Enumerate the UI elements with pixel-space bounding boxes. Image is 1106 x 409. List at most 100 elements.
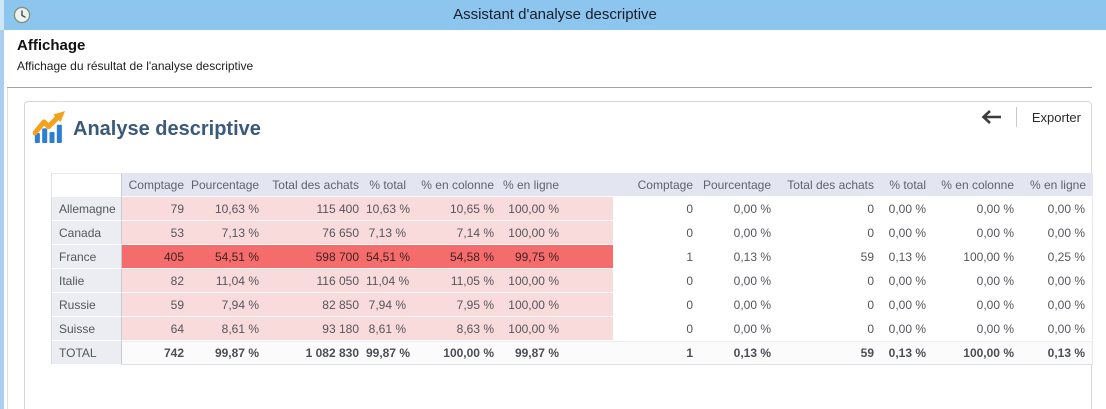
table-cell: 100,00 % xyxy=(933,341,1021,365)
table-row: Suisse 64 8,61 % 93 180 8,61 % 8,63 % 100,00 %… xyxy=(51,317,1093,341)
table-cell: 100,00 % xyxy=(501,269,566,293)
bar-chart-trend-icon xyxy=(32,110,66,149)
row-label: Italie xyxy=(51,269,122,293)
spacer-cell xyxy=(566,341,613,365)
table-cell: 0,00 % xyxy=(700,293,778,317)
table-cell: 0,00 % xyxy=(700,269,778,293)
table-cell: 0,00 % xyxy=(1021,221,1093,245)
table-cell: 0 xyxy=(778,269,881,293)
table-cell: 100,00 % xyxy=(501,317,566,341)
table-cell: 598 700 xyxy=(266,245,366,269)
page-title: Affichage xyxy=(17,37,86,54)
table-cell: 100,00 % xyxy=(501,293,566,317)
window-left-border xyxy=(0,30,4,409)
table-cell: 0 xyxy=(778,293,881,317)
table-cell: 742 xyxy=(122,341,191,365)
toolbar-divider xyxy=(1015,107,1017,127)
table-cell: 59 xyxy=(778,341,881,365)
table-cell: 54,51 % xyxy=(366,245,413,269)
table-cell: 0,00 % xyxy=(933,269,1021,293)
table-cell: 7,13 % xyxy=(191,221,266,245)
back-button[interactable] xyxy=(979,107,1005,127)
section-title: Analyse descriptive xyxy=(73,118,261,140)
table-cell: 8,61 % xyxy=(366,317,413,341)
table-cell: 0 xyxy=(613,293,700,317)
table-cell: 0 xyxy=(778,317,881,341)
table-cell: 54,51 % xyxy=(191,245,266,269)
column-header: Comptage xyxy=(613,173,700,197)
table-cell: 0 xyxy=(613,269,700,293)
table-cell: 7,94 % xyxy=(366,293,413,317)
table-cell: 82 850 xyxy=(266,293,366,317)
table-cell: 99,87 % xyxy=(501,341,566,365)
table-cell: 0,00 % xyxy=(1021,197,1093,221)
app-icon xyxy=(13,6,31,24)
table-cell: 100,00 % xyxy=(501,221,566,245)
table-cell: 0,00 % xyxy=(881,293,933,317)
section-header: Analyse descriptive xyxy=(32,110,261,149)
table-cell: 10,63 % xyxy=(366,197,413,221)
table-cell: 1 xyxy=(613,341,700,365)
table-cell: 0 xyxy=(613,197,700,221)
table-cell: 0,00 % xyxy=(881,221,933,245)
spacer-cell xyxy=(566,197,613,221)
back-arrow-icon xyxy=(981,110,1001,124)
table-cell: 93 180 xyxy=(266,317,366,341)
table-cell: 79 xyxy=(122,197,191,221)
table-cell: 11,04 % xyxy=(366,269,413,293)
table-cell: 405 xyxy=(122,245,191,269)
spacer-cell xyxy=(566,245,613,269)
window-title: Assistant d'analyse descriptive xyxy=(453,6,657,23)
table-cell: 0,13 % xyxy=(881,341,933,365)
row-label: Suisse xyxy=(51,317,122,341)
table-cell: 116 050 xyxy=(266,269,366,293)
table-cell: 100,00 % xyxy=(413,341,501,365)
table-cell: 0,13 % xyxy=(1021,341,1093,365)
table-cell: 0 xyxy=(613,221,700,245)
column-header: Pourcentage xyxy=(191,173,266,197)
table-cell: 7,94 % xyxy=(191,293,266,317)
column-header: % en colonne xyxy=(413,173,501,197)
table-cell: 0,00 % xyxy=(700,221,778,245)
results-table: Comptage Pourcentage Total des achats% tot… xyxy=(51,173,1093,365)
table-cell: 0,00 % xyxy=(700,317,778,341)
titlebar: Assistant d'analyse descriptive xyxy=(0,0,1106,30)
table-cell: 0,00 % xyxy=(700,197,778,221)
table-cell: 0,00 % xyxy=(933,221,1021,245)
table-cell: 0,00 % xyxy=(1021,317,1093,341)
column-header: % en colonne xyxy=(933,173,1021,197)
table-cell: 0,00 % xyxy=(881,197,933,221)
column-header: % en ligne xyxy=(501,173,566,197)
table-cell: 99,87 % xyxy=(191,341,266,365)
table-cell: 82 xyxy=(122,269,191,293)
table-cell: 10,65 % xyxy=(413,197,501,221)
table-cell: 0 xyxy=(613,317,700,341)
table-cell: 0,00 % xyxy=(881,269,933,293)
table-cell: 0,00 % xyxy=(933,317,1021,341)
window-inner-border xyxy=(7,30,8,409)
table-cell: 100,00 % xyxy=(501,197,566,221)
column-header: % total xyxy=(366,173,413,197)
page-subtitle: Affichage du résultat de l'analyse descr… xyxy=(17,59,254,73)
table-cell: 7,13 % xyxy=(366,221,413,245)
table-cell: 0,00 % xyxy=(933,197,1021,221)
page-header: Affichage Affichage du résultat de l'ana… xyxy=(7,30,1092,88)
row-label: France xyxy=(51,245,122,269)
export-button[interactable]: Exporter xyxy=(1031,109,1081,125)
table-cell: 1 xyxy=(613,245,700,269)
table-cell: 59 xyxy=(122,293,191,317)
column-header: % total xyxy=(881,173,933,197)
table-cell: 53 xyxy=(122,221,191,245)
spacer-cell xyxy=(566,293,613,317)
table-cell: 11,05 % xyxy=(413,269,501,293)
export-toolbar: Exporter xyxy=(979,104,1085,130)
table-cell: 0,13 % xyxy=(700,245,778,269)
table-cell: 1 082 830 xyxy=(266,341,366,365)
table-row: Canada 53 7,13 % 76 650 7,13 % 7,14 % 100,00 %… xyxy=(51,221,1093,245)
table-row: TOTAL 742 99,87 % 1 082 830 99,87 % 100,00 % 9… xyxy=(51,341,1093,365)
table-cell: 0,13 % xyxy=(700,341,778,365)
table-cell: 7,14 % xyxy=(413,221,501,245)
table-cell: 115 400 xyxy=(266,197,366,221)
result-card: Analyse descriptive Exporter Comptage Pou… xyxy=(24,101,1093,409)
